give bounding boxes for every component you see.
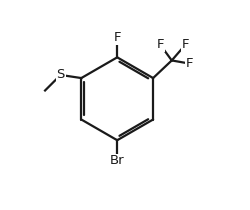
Text: F: F [181, 38, 188, 51]
Text: F: F [185, 57, 192, 70]
Text: F: F [156, 38, 164, 51]
Text: S: S [56, 68, 64, 81]
Text: Br: Br [110, 154, 124, 167]
Text: F: F [113, 31, 120, 44]
